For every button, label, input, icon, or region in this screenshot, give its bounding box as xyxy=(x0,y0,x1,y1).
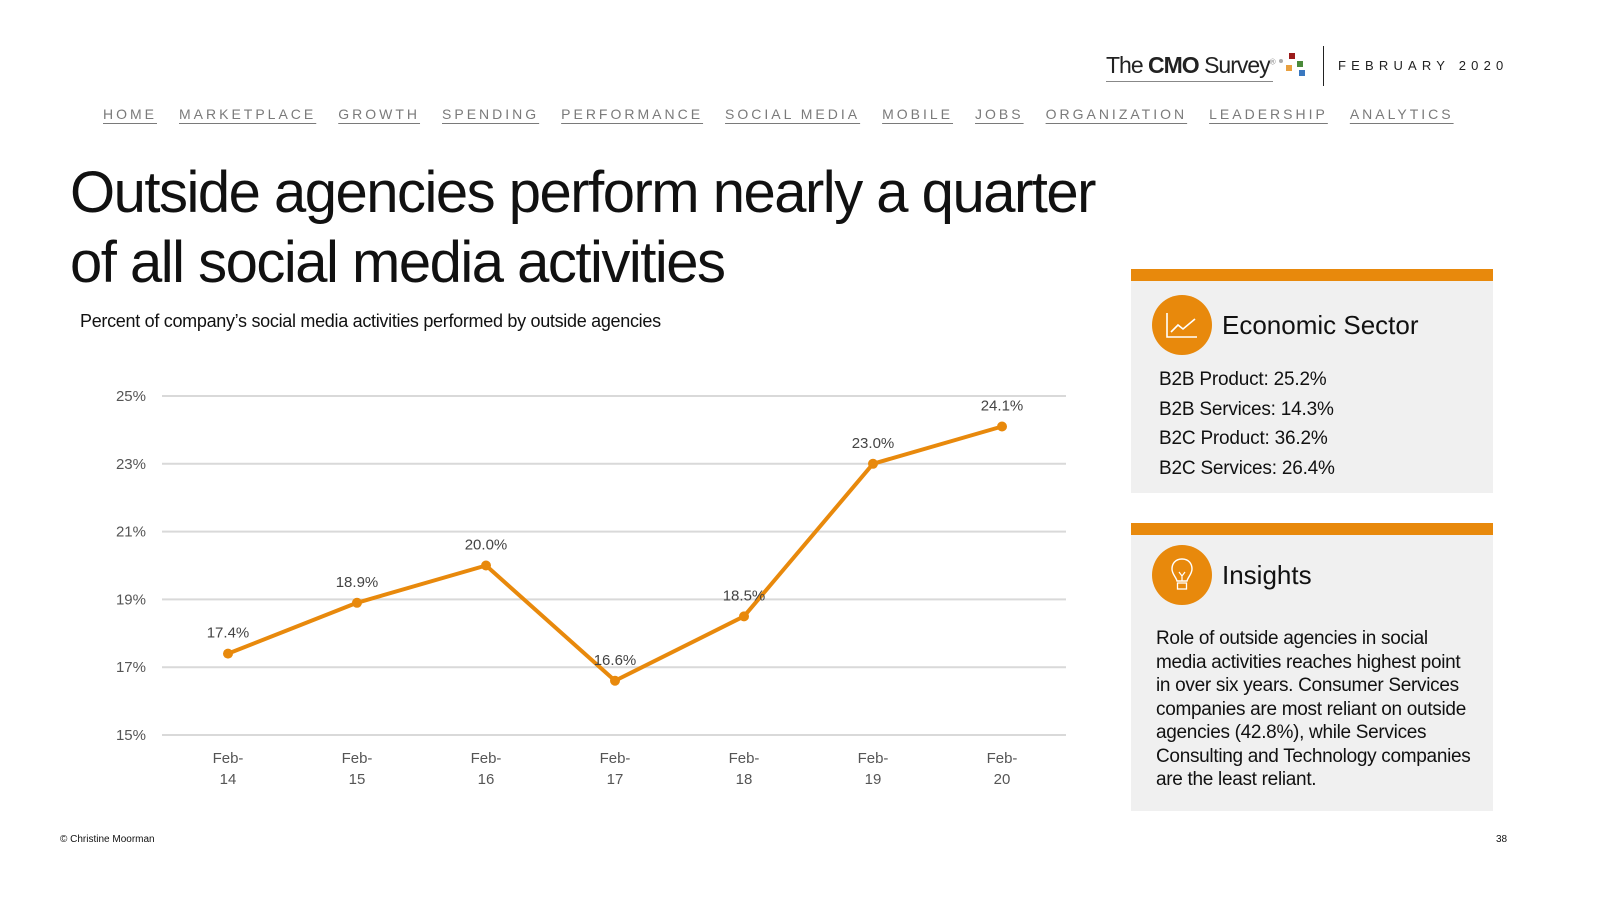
logo-text: The CMO Survey® xyxy=(1106,51,1276,78)
x-axis-ticks: Feb- 14 Feb- 15 Feb- 16 Feb- 17 Feb- 18 Feb- 19 Feb-… xyxy=(213,750,1018,788)
logo-dots-icon xyxy=(1277,50,1307,80)
sector-item: B2B Product: 25.2% xyxy=(1159,369,1327,390)
x-tick-label: Feb- xyxy=(987,750,1018,767)
page-number: 38 xyxy=(1496,834,1508,845)
data-point xyxy=(223,648,233,659)
data-point xyxy=(610,675,620,686)
x-tick-label: Feb- xyxy=(858,750,889,767)
y-tick-label: 15% xyxy=(116,727,146,744)
page-title-line-1: Outside agencies perform nearly a quarte… xyxy=(70,160,1096,225)
card-accent-bar xyxy=(1131,523,1493,535)
line-chart-icon xyxy=(1152,295,1212,355)
data-labels: 17.4% 18.9% 20.0% 16.6% 18.5% 23.0% 24.1% xyxy=(207,398,1024,669)
page-title-line-2: of all social media activities xyxy=(70,230,726,295)
lightbulb-icon xyxy=(1152,545,1212,605)
y-axis-ticks: 15% 17% 19% 21% 23% 25% xyxy=(116,388,146,744)
data-point xyxy=(997,421,1007,432)
data-label: 17.4% xyxy=(207,625,250,642)
nav-analytics[interactable]: ANALYTICS xyxy=(1349,106,1454,122)
x-tick-label: 17 xyxy=(607,771,624,788)
report-date: FEBRUARY 2020 xyxy=(1338,58,1509,73)
x-tick-label: 15 xyxy=(349,771,366,788)
data-point xyxy=(739,611,749,622)
line-chart: 15%17%19%21%23%25% Feb-14Feb-15Feb-16Feb… xyxy=(116,388,1066,788)
x-tick-label: Feb- xyxy=(471,750,502,767)
x-tick-label: 19 xyxy=(865,771,882,788)
y-tick-label: 19% xyxy=(116,591,146,608)
economic-sector-title: Economic Sector xyxy=(1222,309,1419,340)
insights-text: Role of outside agencies in social media… xyxy=(1156,628,1471,790)
data-point xyxy=(868,458,878,469)
nav-leadership[interactable]: LEADERSHIP xyxy=(1209,106,1328,122)
nav-mobile[interactable]: MOBILE xyxy=(882,106,954,122)
data-label: 18.5% xyxy=(723,587,766,604)
y-tick-label: 17% xyxy=(116,659,146,676)
x-tick-label: 20 xyxy=(994,771,1011,788)
sector-item: B2B Services: 14.3% xyxy=(1159,398,1334,420)
sector-list: B2B Product: 25.2% B2B Services: 14.3% B… xyxy=(1131,355,1493,483)
x-tick-label: 16 xyxy=(478,771,495,788)
data-label: 24.1% xyxy=(981,398,1024,415)
nav-organization[interactable]: ORGANIZATION xyxy=(1045,106,1188,122)
nav-performance[interactable]: PERFORMANCE xyxy=(561,106,704,122)
x-tick-label: 14 xyxy=(220,771,237,788)
nav-social-media[interactable]: SOCIAL MEDIA xyxy=(725,106,861,122)
nav-jobs[interactable]: JOBS xyxy=(975,106,1024,122)
cmo-survey-logo: The CMO Survey® xyxy=(1106,48,1307,82)
nav-marketplace[interactable]: MARKETPLACE xyxy=(179,106,317,122)
sector-item: B2C Services: 26.4% xyxy=(1159,457,1335,479)
economic-sector-card: Economic Sector B2B Product: 25.2% B2B S… xyxy=(1131,269,1493,493)
insights-card: Insights Role of outside agencies in soc… xyxy=(1131,523,1493,811)
data-point xyxy=(352,597,362,608)
chart-title: Percent of company’s social media activi… xyxy=(80,311,661,331)
y-tick-label: 21% xyxy=(116,524,146,541)
gridlines xyxy=(162,395,1066,736)
y-tick-label: 25% xyxy=(116,388,146,405)
logo-underline xyxy=(1106,81,1273,82)
x-tick-label: Feb- xyxy=(600,750,631,767)
y-tick-label: 23% xyxy=(116,456,146,473)
x-tick-label: Feb- xyxy=(342,750,373,767)
x-tick-label: Feb- xyxy=(729,750,760,767)
series xyxy=(223,421,1007,686)
data-label: 16.6% xyxy=(594,652,637,669)
data-point xyxy=(481,560,491,571)
nav-home[interactable]: HOME xyxy=(103,106,157,122)
nav-growth[interactable]: GROWTH xyxy=(338,106,421,122)
sector-item: B2C Product: 36.2% xyxy=(1159,428,1328,449)
x-tick-label: Feb- xyxy=(213,750,244,767)
header-divider xyxy=(1323,46,1324,86)
data-label: 23.0% xyxy=(852,435,895,452)
data-label: 18.9% xyxy=(336,574,379,591)
copyright: © Christine Moorman xyxy=(60,834,155,845)
insights-title: Insights xyxy=(1222,559,1312,590)
page-title: Outside agencies perform nearly a quarte… xyxy=(70,158,1170,298)
section-nav: HOME MARKETPLACE GROWTH SPENDING PERFORM… xyxy=(103,106,1476,122)
x-tick-label: 18 xyxy=(736,771,753,788)
nav-spending[interactable]: SPENDING xyxy=(442,106,540,122)
data-label: 20.0% xyxy=(465,537,508,554)
card-accent-bar xyxy=(1131,269,1493,281)
